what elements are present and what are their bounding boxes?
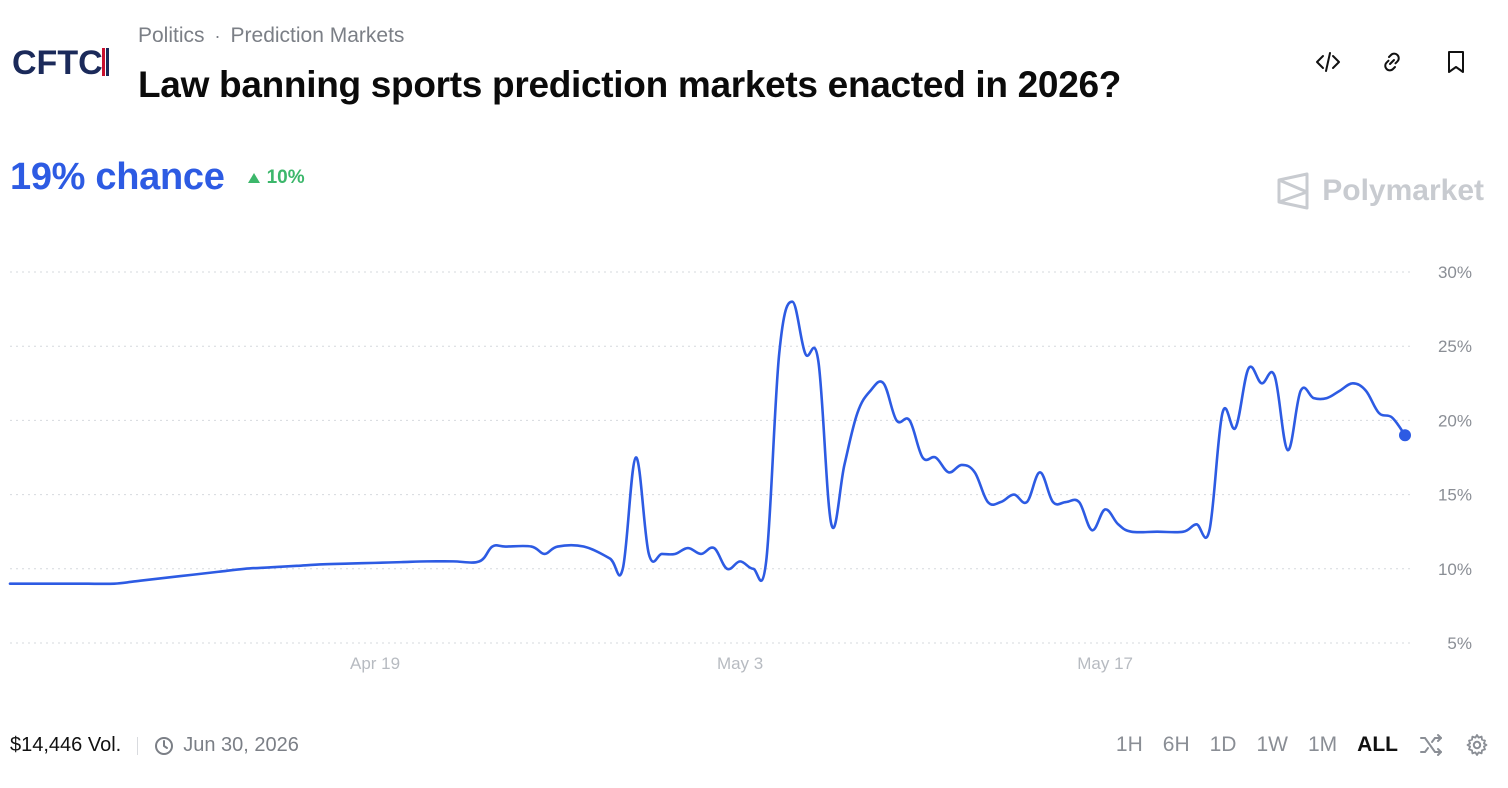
range-1h[interactable]: 1H	[1115, 733, 1143, 756]
polymarket-watermark: Polymarket	[1276, 172, 1484, 210]
clock-icon	[155, 736, 174, 755]
polymarket-logo-icon	[1277, 172, 1309, 210]
price-chart[interactable]: 30% 25% 20% 15% 10% 5% Apr 19 May 3 May 17	[0, 240, 1508, 690]
end-date-text: Jun 30, 2026	[183, 734, 299, 756]
cftc-logo-text: CFTC	[12, 44, 103, 80]
breadcrumb-item-prediction-markets[interactable]: Prediction Markets	[230, 24, 405, 47]
link-icon	[1384, 52, 1400, 72]
chance-delta: 10%	[247, 167, 305, 189]
y-tick-label: 25%	[1438, 337, 1472, 356]
chance-delta-value: 10%	[266, 166, 305, 188]
cftc-logo-mark: CFTC	[12, 44, 109, 82]
price-chart-svg: 30% 25% 20% 15% 10% 5% Apr 19 May 3 May 17	[8, 263, 1472, 673]
settings-gear-icon	[1466, 734, 1488, 756]
chance-summary: 19% chance 10%	[10, 156, 305, 199]
y-tick-label: 20%	[1438, 411, 1472, 430]
header-actions	[1314, 48, 1470, 76]
time-range-selector: 1H 6H 1D 1W 1M ALL	[1116, 732, 1490, 758]
cftc-logo: CFTC	[12, 44, 110, 82]
chart-settings-button[interactable]	[1464, 732, 1490, 758]
breadcrumb-separator: ·	[214, 25, 221, 46]
embed-code-icon	[1316, 52, 1340, 72]
y-tick-label: 30%	[1438, 263, 1472, 282]
chance-value: 19% chance	[10, 156, 225, 198]
y-tick-label: 10%	[1438, 560, 1472, 579]
range-1d[interactable]: 1D	[1209, 733, 1237, 756]
market-footer-info: $14,446 Vol. Jun 30, 2026	[10, 734, 299, 757]
range-6h[interactable]: 6H	[1162, 733, 1190, 756]
breadcrumb: Politics · Prediction Markets	[138, 24, 404, 48]
copy-link-button[interactable]	[1378, 48, 1406, 76]
end-date: Jun 30, 2026	[154, 734, 299, 757]
shuffle-icon	[1420, 734, 1442, 756]
bookmark-icon	[1448, 51, 1464, 73]
y-tick-label: 15%	[1438, 486, 1472, 505]
shuffle-button[interactable]	[1418, 732, 1444, 758]
x-tick-label: Apr 19	[350, 654, 400, 673]
series-line	[8, 300, 1407, 586]
y-tick-label: 5%	[1447, 634, 1472, 653]
x-tick-label: May 3	[717, 654, 763, 673]
embed-code-button[interactable]	[1314, 48, 1342, 76]
footer-divider	[137, 736, 139, 755]
last-point-marker	[1399, 429, 1411, 442]
polymarket-brand-name: Polymarket	[1322, 174, 1484, 207]
x-tick-label: May 17	[1077, 654, 1133, 673]
bookmark-button[interactable]	[1442, 48, 1470, 76]
volume-text: $14,446 Vol.	[10, 734, 122, 756]
range-all[interactable]: ALL	[1357, 733, 1398, 756]
range-1w[interactable]: 1W	[1256, 733, 1288, 756]
page-title: Law banning sports prediction markets en…	[138, 64, 1122, 105]
breadcrumb-item-politics[interactable]: Politics	[138, 24, 205, 47]
range-1m[interactable]: 1M	[1307, 733, 1338, 756]
triangle-up-icon	[247, 172, 260, 183]
